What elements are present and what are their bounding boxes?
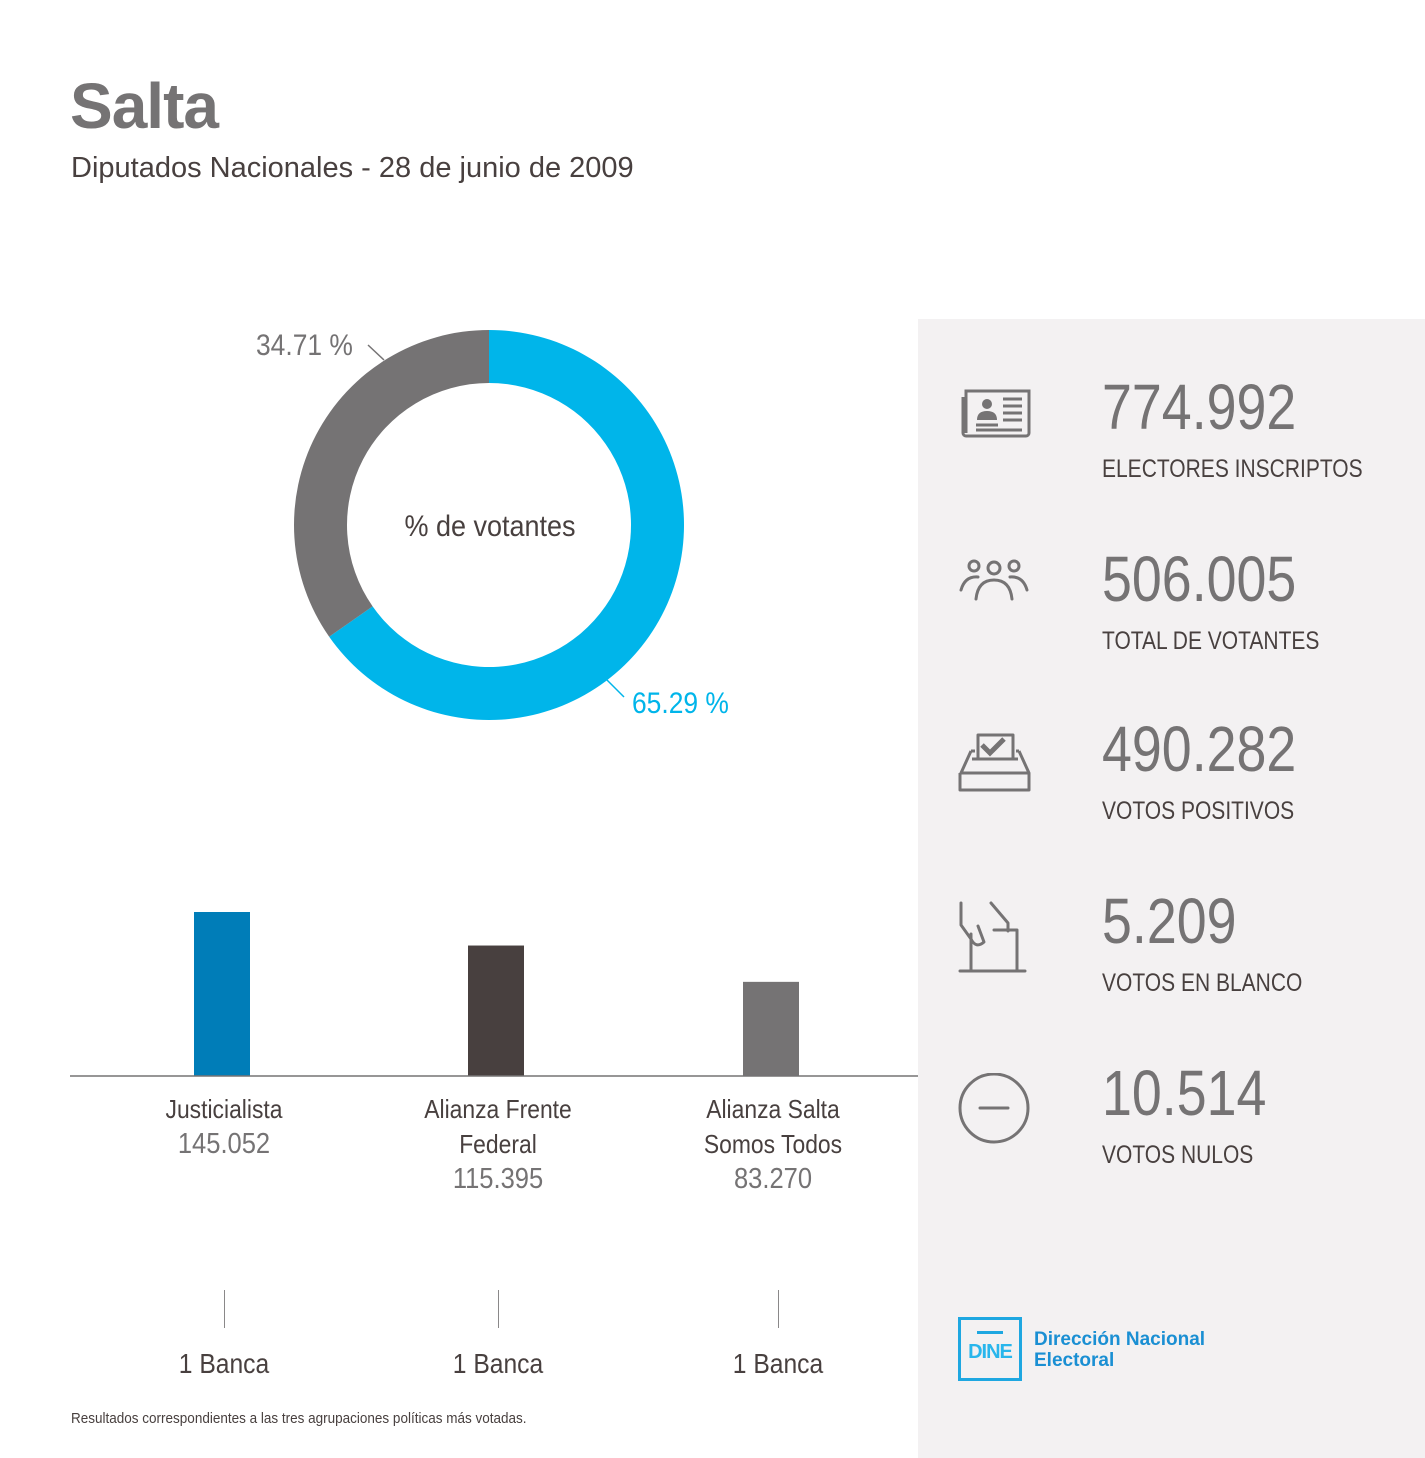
- seat-tick: [778, 1290, 779, 1328]
- seat-tick: [224, 1290, 225, 1328]
- party-name: Somos Todos: [703, 1129, 843, 1159]
- party-votes: 83.270: [733, 1163, 813, 1195]
- id-card-icon: [961, 389, 1031, 438]
- party-name: Alianza Salta: [706, 1094, 840, 1124]
- stat-label: TOTAL DE VOTANTES: [1102, 627, 1320, 655]
- party-votes: 145.052: [177, 1128, 271, 1160]
- party-label: Justicialista 145.052: [110, 1092, 339, 1162]
- seat-label: 1 Banca: [452, 1348, 544, 1379]
- donut-label-votantes: 65.29 %: [632, 687, 729, 720]
- stat-label: VOTOS NULOS: [1102, 1141, 1254, 1169]
- bar-2: [743, 981, 799, 1076]
- bar-0: [194, 912, 250, 1076]
- donut-center-label: % de votantes: [404, 510, 576, 543]
- stat-value: 490.282: [1102, 713, 1297, 785]
- stat-label: VOTOS EN BLANCO: [1102, 969, 1303, 997]
- footnote: Resultados correspondientes a las tres a…: [71, 1410, 527, 1427]
- stat-label: ELECTORES INSCRIPTOS: [1102, 455, 1363, 483]
- donut-chart: [293, 330, 684, 720]
- party-name: Justicialista: [165, 1094, 283, 1124]
- bar-1: [468, 945, 524, 1076]
- page-title: Salta: [70, 70, 219, 142]
- ballot-box-check-icon: [958, 733, 1031, 792]
- page-subtitle: Diputados Nacionales - 28 de junio de 20…: [71, 152, 634, 184]
- party-votes: 115.395: [452, 1163, 544, 1195]
- logo-name: Dirección Nacional Electoral: [1034, 1329, 1294, 1371]
- logo-acronym: DINE: [968, 1341, 1013, 1363]
- hand-ballot-icon: [958, 901, 1027, 973]
- stat-value: 10.514: [1102, 1057, 1267, 1129]
- donut-label-no-votantes: 34.71 %: [256, 329, 353, 362]
- minus-circle-icon: [958, 1073, 1030, 1144]
- dine-logo-mark: DINE: [958, 1317, 1022, 1381]
- stat-value: 774.992: [1102, 371, 1297, 443]
- seat-label: 1 Banca: [732, 1348, 824, 1379]
- donut-slice-no-votantes: [293, 330, 489, 637]
- stat-value: 506.005: [1102, 543, 1297, 615]
- seat-label: 1 Banca: [178, 1348, 270, 1379]
- stat-label: VOTOS POSITIVOS: [1102, 797, 1295, 825]
- donut-slice-votantes: [329, 330, 684, 720]
- party-label: Alianza Frente Federal 115.395: [384, 1092, 613, 1197]
- logo-name-line1: Dirección Nacional: [1034, 1329, 1206, 1350]
- leader-line-no-votantes: [367, 344, 385, 361]
- leader-line-votantes: [604, 677, 625, 698]
- stats-panel: 774.992 ELECTORES INSCRIPTOS 506.005 TOT…: [918, 319, 1425, 1458]
- stat-value: 5.209: [1102, 885, 1237, 957]
- party-label: Alianza Salta Somos Todos 83.270: [659, 1092, 888, 1197]
- party-name: Alianza Frente Federal: [424, 1094, 572, 1159]
- people-group-icon: [959, 559, 1029, 601]
- logo-name-line2: Electoral: [1034, 1350, 1115, 1371]
- bar-chart: [70, 912, 918, 1077]
- seat-tick: [498, 1290, 499, 1328]
